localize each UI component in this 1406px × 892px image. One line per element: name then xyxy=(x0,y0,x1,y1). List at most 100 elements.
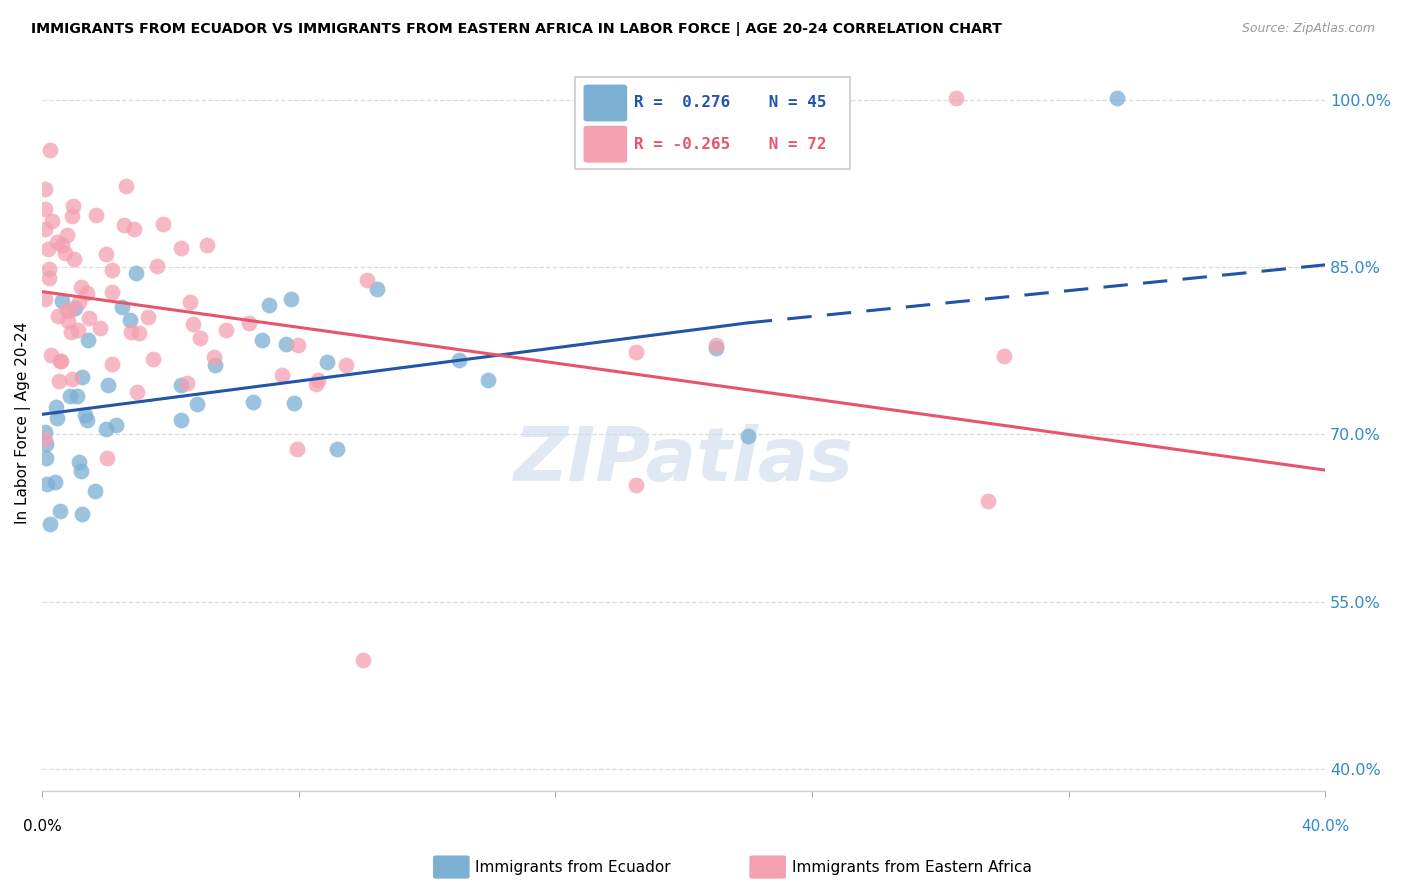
Point xyxy=(115,178,138,193)
Point xyxy=(84,209,107,223)
Point xyxy=(34,181,56,195)
Point xyxy=(169,413,191,427)
Point xyxy=(326,442,349,456)
Point xyxy=(136,310,159,324)
Point xyxy=(242,395,264,409)
Point xyxy=(120,325,142,339)
Point xyxy=(704,338,727,352)
Point xyxy=(39,144,62,158)
Point xyxy=(41,214,63,228)
Point xyxy=(170,241,193,255)
Point xyxy=(280,292,302,306)
Point xyxy=(44,475,66,489)
Point xyxy=(215,323,238,337)
Point xyxy=(51,237,73,252)
Text: ZIPatlas: ZIPatlas xyxy=(513,424,853,497)
Point xyxy=(34,425,56,439)
Point xyxy=(35,437,58,451)
Point xyxy=(67,294,90,309)
Text: 0.0%: 0.0% xyxy=(22,819,62,834)
Point xyxy=(945,90,967,104)
Point xyxy=(69,279,91,293)
Point xyxy=(58,314,80,328)
Point xyxy=(84,484,107,499)
Point xyxy=(111,300,134,314)
Point xyxy=(170,377,193,392)
Point xyxy=(238,317,260,331)
FancyBboxPatch shape xyxy=(583,126,627,162)
Point xyxy=(186,397,208,411)
Point xyxy=(89,321,111,335)
Point xyxy=(287,338,309,352)
Point xyxy=(45,400,67,414)
Text: 40.0%: 40.0% xyxy=(1301,819,1350,834)
Point xyxy=(77,333,100,347)
Point xyxy=(737,429,759,443)
Point xyxy=(305,376,328,391)
Point xyxy=(142,352,165,367)
Point xyxy=(73,408,96,422)
Point xyxy=(63,252,86,267)
Point xyxy=(55,302,77,317)
Point xyxy=(112,219,135,233)
Point xyxy=(48,375,70,389)
Point xyxy=(195,237,218,252)
Point xyxy=(72,369,94,384)
Point xyxy=(366,282,388,296)
Point xyxy=(65,301,87,315)
Point xyxy=(58,304,80,318)
Point xyxy=(356,273,378,287)
Text: R = -0.265    N = 72: R = -0.265 N = 72 xyxy=(634,136,827,152)
Point xyxy=(307,373,329,387)
Point xyxy=(60,372,83,386)
Point xyxy=(77,310,100,325)
Point xyxy=(316,355,339,369)
Point xyxy=(34,202,56,217)
Point xyxy=(202,350,225,364)
Point xyxy=(252,333,274,347)
Point xyxy=(188,331,211,345)
Point xyxy=(624,477,647,491)
Point xyxy=(35,476,58,491)
Point xyxy=(101,358,124,372)
Point xyxy=(51,294,73,309)
Point xyxy=(34,222,56,236)
Point xyxy=(45,235,67,250)
Point xyxy=(94,247,117,261)
FancyBboxPatch shape xyxy=(583,85,627,121)
Point xyxy=(259,298,281,312)
Point xyxy=(97,377,120,392)
Point xyxy=(176,376,198,391)
Point xyxy=(285,442,308,456)
Point xyxy=(59,325,82,339)
Point xyxy=(118,312,141,326)
Point xyxy=(447,353,470,368)
Point xyxy=(274,336,297,351)
Point xyxy=(96,451,118,466)
Text: Immigrants from Ecuador: Immigrants from Ecuador xyxy=(475,860,671,874)
Point xyxy=(76,412,98,426)
Point xyxy=(66,323,89,337)
Point xyxy=(38,271,60,285)
Point xyxy=(46,309,69,323)
Point xyxy=(283,396,305,410)
Point xyxy=(53,246,76,260)
Text: Immigrants from Eastern Africa: Immigrants from Eastern Africa xyxy=(792,860,1032,874)
Point xyxy=(66,389,89,403)
Point xyxy=(624,344,647,359)
Point xyxy=(70,464,93,478)
Point xyxy=(49,504,72,518)
Point xyxy=(993,349,1015,363)
Point xyxy=(152,217,174,231)
Point xyxy=(70,508,93,522)
Point xyxy=(352,653,374,667)
Point xyxy=(125,384,148,399)
Point xyxy=(128,326,150,340)
Point xyxy=(183,317,205,331)
Point xyxy=(35,450,58,465)
Point xyxy=(59,388,82,402)
Point xyxy=(335,358,357,372)
Point xyxy=(270,368,292,382)
Point xyxy=(37,242,59,256)
Point xyxy=(179,295,201,310)
